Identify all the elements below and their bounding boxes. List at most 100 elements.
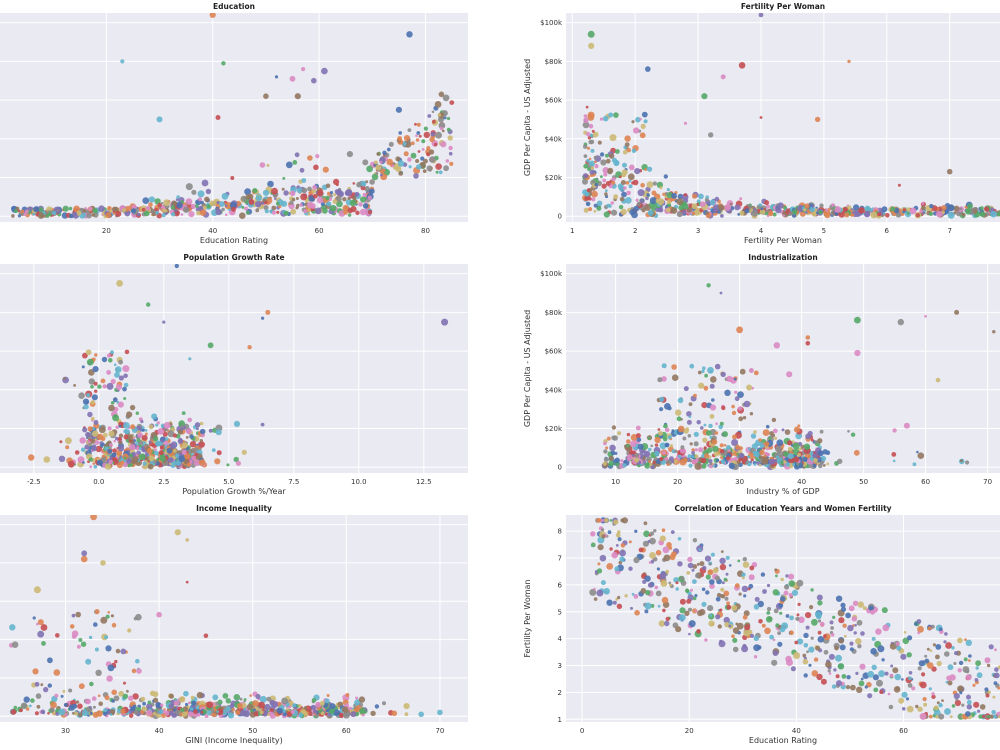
data-point <box>811 205 815 208</box>
data-point <box>183 690 189 697</box>
data-point <box>593 209 597 213</box>
data-point <box>416 131 421 135</box>
x-axis-label: Fertility Per Woman <box>744 236 822 245</box>
data-point <box>806 650 809 654</box>
data-point <box>62 376 69 384</box>
data-point <box>634 168 641 175</box>
data-point <box>596 589 604 597</box>
data-point <box>89 681 94 687</box>
y-tick-label: 3 <box>558 662 562 670</box>
data-point <box>37 619 44 626</box>
data-point <box>693 393 697 398</box>
data-point <box>360 180 367 187</box>
data-point <box>107 611 110 614</box>
data-point <box>704 555 712 562</box>
data-point <box>171 212 176 217</box>
data-point <box>136 668 142 674</box>
data-point <box>753 450 760 458</box>
data-point <box>838 617 845 624</box>
data-point <box>156 611 162 618</box>
data-point <box>965 639 972 646</box>
data-point <box>906 705 914 713</box>
data-point <box>845 685 851 690</box>
data-point <box>115 425 119 430</box>
data-point <box>669 456 674 461</box>
data-point <box>965 460 970 465</box>
data-point <box>614 451 618 455</box>
data-point <box>838 638 844 644</box>
data-point <box>634 452 640 458</box>
data-point <box>802 457 808 462</box>
data-point <box>719 608 723 612</box>
data-point <box>209 13 216 18</box>
data-point <box>694 462 702 470</box>
data-point <box>601 519 605 522</box>
data-point <box>269 712 276 719</box>
data-point <box>635 425 641 431</box>
data-point <box>704 638 708 642</box>
data-point <box>224 204 228 207</box>
data-point <box>945 642 952 649</box>
data-point <box>848 605 855 612</box>
data-point <box>74 450 80 455</box>
data-point <box>647 166 653 172</box>
data-point <box>185 428 192 435</box>
data-point <box>754 596 760 602</box>
data-point <box>753 463 757 466</box>
data-point <box>329 191 334 195</box>
data-point <box>984 206 990 212</box>
data-point <box>824 211 831 219</box>
data-point <box>984 715 988 719</box>
data-point <box>630 440 637 447</box>
x-axis-label: GINI (Income Inequality) <box>185 736 282 745</box>
data-point <box>274 75 279 79</box>
data-point <box>224 202 232 209</box>
data-point <box>647 582 654 588</box>
data-point <box>325 708 329 713</box>
data-point <box>295 197 299 200</box>
data-point <box>94 440 100 445</box>
data-point <box>97 694 101 698</box>
data-point <box>707 366 714 374</box>
data-point <box>132 704 137 709</box>
data-point <box>107 206 112 211</box>
data-point <box>33 586 41 594</box>
data-point <box>777 451 784 457</box>
data-point <box>979 211 986 218</box>
data-point <box>853 204 860 211</box>
data-point <box>675 626 682 633</box>
data-point <box>38 207 44 212</box>
data-point <box>178 437 183 442</box>
data-point <box>624 197 632 204</box>
data-point <box>915 213 920 218</box>
data-point <box>118 445 125 452</box>
data-point <box>696 562 700 566</box>
data-point <box>260 422 265 427</box>
data-point <box>148 424 154 430</box>
data-point <box>158 709 164 714</box>
data-point <box>230 176 235 180</box>
data-point <box>856 686 863 693</box>
data-point <box>944 651 950 657</box>
y-tick-label: 0 <box>558 213 562 221</box>
data-point <box>147 463 154 470</box>
data-point <box>94 353 98 357</box>
data-point <box>657 377 663 383</box>
data-point <box>625 181 630 185</box>
data-point <box>678 205 684 211</box>
data-point <box>316 196 324 204</box>
data-point <box>181 411 186 415</box>
data-point <box>673 577 679 583</box>
data-point <box>362 203 369 209</box>
data-point <box>593 587 596 591</box>
data-point <box>705 211 709 215</box>
data-point <box>246 703 254 711</box>
data-point <box>233 694 240 701</box>
data-point <box>608 461 614 467</box>
data-point <box>753 635 759 641</box>
x-tick-label: 20 <box>673 478 682 486</box>
data-point <box>857 601 864 608</box>
data-point <box>928 687 932 691</box>
data-point <box>702 565 707 571</box>
